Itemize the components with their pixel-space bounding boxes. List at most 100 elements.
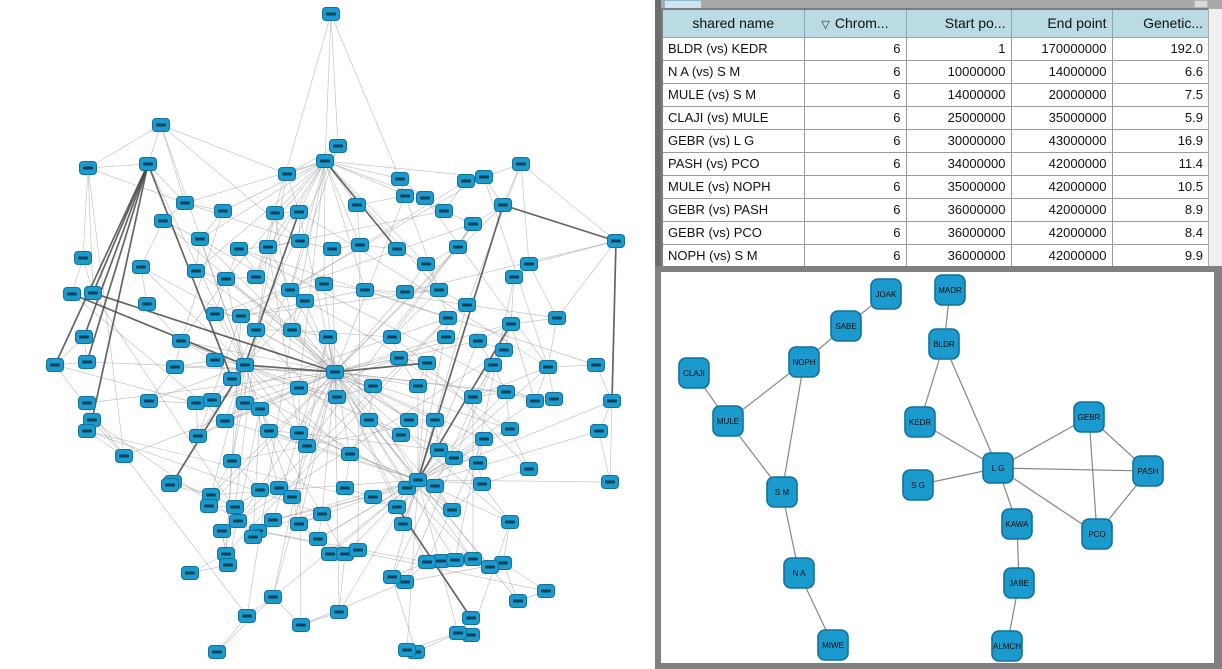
graph-node[interactable] (154, 214, 172, 228)
network-node-JABE[interactable]: JABE (1003, 567, 1035, 599)
column-header-shared-name[interactable]: shared name (661, 8, 805, 38)
graph-node[interactable] (161, 478, 179, 492)
filter-icon[interactable]: ▽ (821, 19, 830, 32)
table-cell[interactable]: 30000000 (905, 128, 1012, 153)
table-row[interactable]: BLDR (vs) KEDR 6 1 170000000 192.0 (661, 36, 1210, 61)
graph-node[interactable] (509, 594, 527, 608)
table-cell[interactable]: 42000000 (1010, 174, 1113, 199)
graph-node[interactable] (219, 558, 237, 572)
graph-node[interactable] (449, 626, 467, 640)
table-cell[interactable]: MULE (vs) S M (661, 82, 805, 107)
graph-node[interactable] (260, 424, 278, 438)
graph-node[interactable] (176, 196, 194, 210)
table-row[interactable]: PASH (vs) PCO 6 34000000 42000000 11.4 (661, 151, 1210, 176)
graph-node[interactable] (200, 499, 218, 513)
graph-node[interactable] (435, 204, 453, 218)
table-cell[interactable]: 6 (803, 105, 907, 130)
graph-node[interactable] (78, 396, 96, 410)
network-node-shape[interactable] (830, 310, 862, 342)
graph-node[interactable] (323, 242, 341, 256)
graph-node[interactable] (396, 189, 414, 203)
graph-node[interactable] (322, 7, 340, 21)
graph-node[interactable] (396, 285, 414, 299)
graph-node[interactable] (360, 413, 378, 427)
graph-node[interactable] (213, 524, 231, 538)
table-row[interactable]: GEBR (vs) PASH 6 36000000 42000000 8.9 (661, 197, 1210, 222)
network-node-GEBR[interactable]: GEBR (1073, 401, 1105, 433)
graph-node[interactable] (217, 272, 235, 286)
network-node-SM[interactable]: S M (766, 476, 798, 508)
graph-node[interactable] (364, 490, 382, 504)
graph-node[interactable] (283, 490, 301, 504)
graph-node[interactable] (439, 311, 457, 325)
graph-node[interactable] (138, 297, 156, 311)
network-node-shape[interactable] (788, 346, 820, 378)
graph-node[interactable] (418, 356, 436, 370)
graph-node[interactable] (290, 381, 308, 395)
graph-node[interactable] (495, 343, 513, 357)
graph-node[interactable] (437, 330, 455, 344)
table-row[interactable]: GEBR (vs) L G 6 30000000 43000000 16.9 (661, 128, 1210, 153)
graph-node[interactable] (464, 390, 482, 404)
graph-node[interactable] (78, 355, 96, 369)
graph-node[interactable] (501, 515, 519, 529)
graph-node[interactable] (214, 204, 232, 218)
network-node-PASH[interactable]: PASH (1132, 455, 1164, 487)
graph-node[interactable] (166, 360, 184, 374)
graph-node[interactable] (270, 481, 288, 495)
graph-node[interactable] (587, 358, 605, 372)
network-node-shape[interactable] (1003, 567, 1035, 599)
table-cell[interactable]: 6 (803, 151, 907, 176)
network-node-BLDR[interactable]: BLDR (928, 328, 960, 360)
table-cell[interactable]: 6 (803, 128, 907, 153)
graph-node[interactable] (244, 530, 262, 544)
network-node-shape[interactable] (991, 630, 1023, 662)
table-cell[interactable]: PASH (vs) PCO (661, 151, 805, 176)
graph-node[interactable] (537, 584, 555, 598)
network-node-shape[interactable] (712, 405, 744, 437)
graph-node[interactable] (236, 396, 254, 410)
table-row[interactable]: GEBR (vs) PCO 6 36000000 42000000 8.4 (661, 220, 1210, 245)
graph-node[interactable] (251, 402, 269, 416)
graph-node[interactable] (351, 238, 369, 252)
graph-node[interactable] (216, 414, 234, 428)
table-cell[interactable]: 42000000 (1010, 197, 1113, 222)
graph-node[interactable] (281, 283, 299, 297)
network-node-SG[interactable]: S G (902, 469, 934, 501)
graph-node[interactable] (475, 170, 493, 184)
graph-node[interactable] (247, 270, 265, 284)
graph-node[interactable] (283, 323, 301, 337)
network-node-LG[interactable]: L G (982, 452, 1014, 484)
table-cell[interactable]: 6 (803, 59, 907, 84)
graph-node[interactable] (336, 481, 354, 495)
graph-node[interactable] (481, 560, 499, 574)
table-cell[interactable]: 25000000 (905, 105, 1012, 130)
graph-node[interactable] (223, 372, 241, 386)
main-network-panel[interactable] (0, 0, 655, 669)
graph-node[interactable] (292, 618, 310, 632)
graph-node[interactable] (526, 394, 544, 408)
graph-node[interactable] (259, 240, 277, 254)
table-cell[interactable]: 6 (803, 243, 907, 268)
graph-node[interactable] (189, 429, 207, 443)
table-row[interactable]: N A (vs) S M 6 10000000 14000000 6.6 (661, 59, 1210, 84)
sub-network-canvas[interactable]: JOAK MADR SABE BLDR NOPH CLAJI KEDR GEBR MULE L G… (661, 272, 1214, 663)
table-cell[interactable]: 8.9 (1111, 197, 1210, 222)
table-cell[interactable]: MULE (vs) NOPH (661, 174, 805, 199)
graph-node[interactable] (409, 379, 427, 393)
graph-node[interactable] (494, 198, 512, 212)
table-cell[interactable]: 192.0 (1111, 36, 1210, 61)
graph-node[interactable] (464, 217, 482, 231)
graph-node[interactable] (139, 157, 157, 171)
graph-node[interactable] (223, 454, 241, 468)
graph-node[interactable] (206, 353, 224, 367)
graph-node[interactable] (458, 298, 476, 312)
graph-node[interactable] (326, 365, 344, 379)
graph-node[interactable] (296, 294, 314, 308)
table-cell[interactable]: 6.6 (1111, 59, 1210, 84)
graph-node[interactable] (539, 360, 557, 374)
graph-node[interactable] (319, 330, 337, 344)
column-header-chromosome[interactable]: ▽ Chrom... (803, 8, 907, 38)
graph-node[interactable] (388, 500, 406, 514)
graph-node[interactable] (417, 257, 435, 271)
